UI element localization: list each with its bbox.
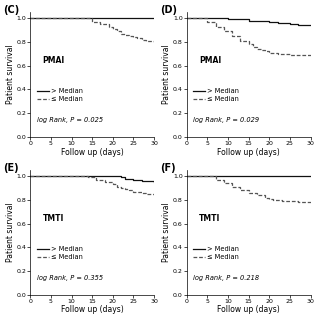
- Y-axis label: Patient survival: Patient survival: [163, 203, 172, 262]
- Legend: > Median, ≤ Median: > Median, ≤ Median: [193, 246, 239, 260]
- Text: PMAI: PMAI: [199, 56, 221, 65]
- Text: log Rank, P = 0.029: log Rank, P = 0.029: [193, 117, 259, 123]
- Y-axis label: Patient survival: Patient survival: [163, 45, 172, 105]
- X-axis label: Follow up (days): Follow up (days): [217, 148, 280, 156]
- Legend: > Median, ≤ Median: > Median, ≤ Median: [193, 88, 239, 102]
- X-axis label: Follow up (days): Follow up (days): [217, 306, 280, 315]
- Text: log Rank, P = 0.218: log Rank, P = 0.218: [193, 275, 259, 281]
- X-axis label: Follow up (days): Follow up (days): [61, 148, 124, 156]
- Text: log Rank, P = 0.355: log Rank, P = 0.355: [36, 275, 103, 281]
- Legend: > Median, ≤ Median: > Median, ≤ Median: [36, 246, 83, 260]
- Text: TMTI: TMTI: [43, 214, 64, 223]
- Text: TMTI: TMTI: [199, 214, 220, 223]
- Text: (D): (D): [160, 5, 177, 15]
- Y-axis label: Patient survival: Patient survival: [6, 203, 15, 262]
- Text: (F): (F): [160, 163, 175, 173]
- Y-axis label: Patient survival: Patient survival: [6, 45, 15, 105]
- Legend: > Median, ≤ Median: > Median, ≤ Median: [36, 88, 83, 102]
- Text: PMAI: PMAI: [43, 56, 65, 65]
- Text: log Rank, P = 0.025: log Rank, P = 0.025: [36, 117, 103, 123]
- Text: (C): (C): [3, 5, 20, 15]
- Text: (E): (E): [3, 163, 19, 173]
- X-axis label: Follow up (days): Follow up (days): [61, 306, 124, 315]
